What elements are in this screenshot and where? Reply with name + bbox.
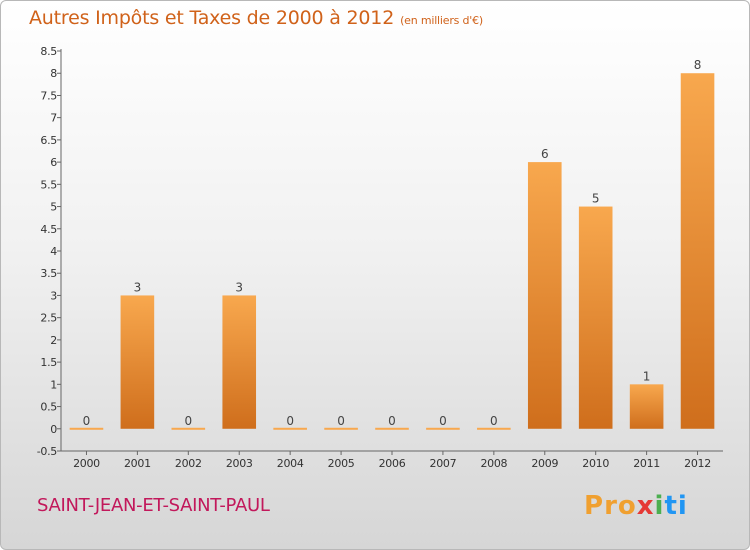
x-tick-label: 2004 [277,457,304,470]
y-tick-label: -0.5 [37,445,58,458]
bar [222,295,257,429]
data-label: 0 [490,414,498,428]
proxiti-logo: Proxiti [584,491,688,521]
x-tick-label: 2012 [684,457,711,470]
y-tick-label: 4.5 [40,223,57,236]
data-label: 3 [235,280,243,294]
logo-letter: x [636,491,655,521]
bar [273,427,307,430]
y-tick-label: 7 [50,112,57,125]
y-tick-label: 3 [50,289,57,302]
bar [426,427,460,430]
bar [375,427,409,430]
bar [578,206,613,429]
y-tick-label: 6.5 [40,134,57,147]
y-tick-label: 5.5 [40,178,57,191]
data-label: 0 [388,414,396,428]
data-label: 3 [134,280,142,294]
x-tick-label: 2008 [480,457,507,470]
y-tick-label: 7.5 [40,89,57,102]
y-tick-label: 1 [50,378,57,391]
data-label: 0 [286,414,294,428]
y-tick-label: 5 [50,201,57,214]
data-label: 0 [337,414,345,428]
bar [477,427,511,430]
title-text: Autres Impôts et Taxes de 2000 à 2012 [29,7,395,29]
bar [527,162,562,429]
unit-label: (en milliers d'€) [400,14,483,27]
x-tick-label: 2003 [226,457,253,470]
place-name: SAINT-JEAN-ET-SAINT-PAUL [37,495,270,516]
x-tick-label: 2006 [379,457,406,470]
x-tick-label: 2005 [328,457,355,470]
logo-letter: i [677,491,688,521]
data-label: 0 [83,414,91,428]
x-tick-label: 2009 [531,457,558,470]
data-label: 1 [643,369,651,383]
y-tick-label: 4 [50,245,57,258]
y-tick-label: 8 [50,67,57,80]
logo-letter: o [617,491,637,521]
bar [171,427,206,430]
x-tick-label: 2011 [633,457,660,470]
data-label: 0 [184,414,192,428]
bar [680,73,715,429]
logo-letter: r [604,491,618,521]
y-tick-label: 2.5 [40,312,57,325]
logo-letter: t [664,491,678,521]
data-label: 8 [694,58,702,72]
y-tick-label: 6 [50,156,57,169]
bar [629,384,664,429]
y-tick-label: 8.5 [40,45,57,58]
bar [69,427,104,430]
x-tick-label: 2002 [175,457,202,470]
x-tick-label: 2001 [124,457,151,470]
data-label: 5 [592,192,600,206]
y-tick-label: 0.5 [40,401,57,414]
y-tick-label: 1.5 [40,356,57,369]
logo-letter: P [584,491,605,521]
data-label: 6 [541,147,549,161]
x-tick-label: 2010 [582,457,609,470]
x-tick-label: 2007 [430,457,457,470]
bar [324,427,358,430]
y-tick-label: 3.5 [40,267,57,280]
chart-title: Autres Impôts et Taxes de 2000 à 2012 (en… [29,7,483,29]
logo-letter: i [654,491,665,521]
x-tick-label: 2000 [73,457,100,470]
data-label: 0 [439,414,447,428]
y-tick-label: 2 [50,334,57,347]
bar [120,295,155,429]
y-tick-label: 0 [50,423,57,436]
